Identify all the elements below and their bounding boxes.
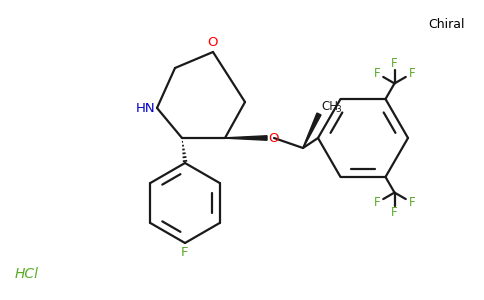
Text: HN: HN bbox=[136, 101, 156, 115]
Polygon shape bbox=[225, 136, 267, 140]
Text: O: O bbox=[208, 37, 218, 50]
Text: F: F bbox=[408, 67, 415, 80]
Text: F: F bbox=[408, 196, 415, 209]
Text: F: F bbox=[391, 57, 398, 70]
Text: 3: 3 bbox=[335, 104, 341, 113]
Text: F: F bbox=[391, 206, 398, 219]
Text: O: O bbox=[268, 133, 278, 146]
Polygon shape bbox=[303, 113, 321, 148]
Text: F: F bbox=[374, 196, 380, 209]
Text: F: F bbox=[374, 67, 380, 80]
Text: Chiral: Chiral bbox=[428, 18, 465, 31]
Text: F: F bbox=[181, 245, 189, 259]
Text: HCl: HCl bbox=[15, 267, 39, 281]
Text: CH: CH bbox=[321, 100, 338, 112]
